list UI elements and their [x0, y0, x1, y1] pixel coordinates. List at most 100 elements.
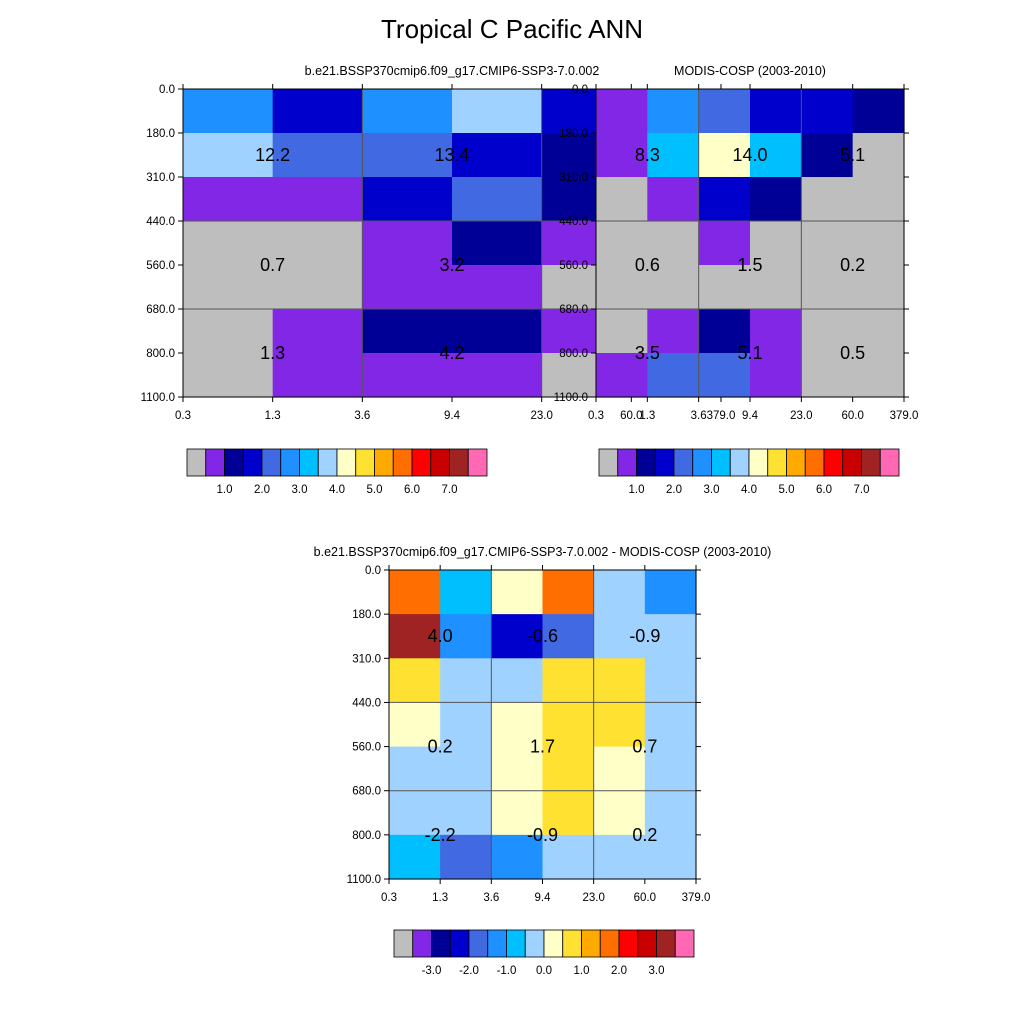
heatmap-cell [852, 89, 905, 134]
x-tick-label: 3.6 [483, 892, 499, 904]
colorbar-swatch [524, 929, 545, 958]
colorbar-label: 2.0 [611, 965, 627, 977]
colorbar-swatch [205, 448, 225, 477]
heatmap-cell [389, 702, 441, 748]
heatmap-cell [491, 746, 544, 792]
heatmap-cell [272, 353, 363, 398]
panel-title: b.e21.BSSP370cmip6.f09_g17.CMIP6-SSP3-7.… [305, 64, 600, 78]
x-tick-label: 60.0 [620, 410, 642, 422]
heatmap-cell [452, 133, 543, 178]
colorbar-swatch [711, 448, 731, 477]
heatmap-cell [542, 570, 595, 615]
heatmap-cell [596, 177, 648, 222]
group-value-label: 1.3 [260, 343, 285, 363]
colorbar-swatch [468, 929, 489, 958]
heatmap-cell [183, 221, 274, 266]
y-tick-label: 180.0 [146, 128, 175, 140]
y-tick-label: 0.0 [159, 84, 175, 96]
heatmap-cell [647, 133, 700, 178]
colorbar-swatch [861, 448, 881, 477]
heatmap-cell [593, 702, 646, 748]
heatmap-cell [491, 790, 544, 836]
group-value-label: 3.2 [439, 255, 464, 275]
colorbar-label: -1.0 [497, 965, 517, 977]
y-tick-label: 1100.0 [141, 392, 175, 404]
colorbar-swatch [879, 448, 900, 477]
colorbar-swatch [431, 929, 451, 958]
colorbar-label: 1.0 [574, 965, 590, 977]
heatmap-cell [644, 702, 697, 748]
heatmap-cell [801, 177, 854, 222]
colorbar-label: -3.0 [422, 965, 442, 977]
heatmap-cell [491, 658, 544, 704]
y-tick-label: 800.0 [146, 348, 175, 360]
heatmap-cell [647, 221, 700, 266]
heatmap-cell [750, 133, 802, 178]
colorbar-swatch [186, 448, 207, 477]
heatmap-cell [183, 133, 274, 178]
heatmap-cell [801, 89, 854, 134]
group-value-label: 3.5 [635, 343, 660, 363]
group-value-label: 0.2 [428, 737, 453, 757]
heatmap-cell [491, 614, 544, 659]
group-value-label: 13.4 [434, 145, 469, 165]
colorbar-swatch [355, 448, 375, 477]
colorbar-swatch [673, 448, 694, 477]
colorbar-label: 3.0 [292, 484, 308, 496]
colorbar-label: 6.0 [404, 484, 420, 496]
heatmap-cell [801, 133, 854, 178]
colorbar-label: 7.0 [442, 484, 458, 496]
heatmap-cell [750, 177, 802, 222]
heatmap-cell [750, 265, 802, 310]
colorbar-label: 5.0 [779, 484, 795, 496]
x-tick-label: 0.3 [588, 410, 604, 422]
heatmap-cell [440, 746, 492, 792]
x-tick-label: 0.3 [175, 410, 191, 422]
heatmap-cell [389, 658, 441, 704]
heatmap-cell [644, 658, 697, 704]
heatmap-cell [647, 265, 700, 310]
colorbar-label: 5.0 [367, 484, 383, 496]
colorbar-label: 1.0 [629, 484, 645, 496]
heatmap-cell [362, 221, 453, 266]
colorbar-label: 4.0 [329, 484, 345, 496]
group-value-label: 8.3 [635, 145, 660, 165]
heatmap-cell [644, 790, 697, 836]
x-tick-label: 379.0 [682, 892, 711, 904]
colorbar-swatch [842, 448, 862, 477]
heatmap-cell [698, 221, 751, 266]
heatmap-cell [272, 177, 363, 222]
y-tick-label: 680.0 [559, 304, 588, 316]
x-tick-label: 23.0 [790, 410, 812, 422]
heatmap-cell [362, 177, 453, 222]
y-tick-label: 310.0 [559, 172, 588, 184]
colorbar-label: 1.0 [217, 484, 233, 496]
heatmap-cell [452, 309, 543, 354]
colorbar-swatch [654, 448, 675, 477]
heatmap-cell [362, 353, 453, 398]
colorbar-swatch [637, 929, 657, 958]
y-tick-label: 440.0 [146, 216, 175, 228]
heatmap-cell [272, 89, 363, 134]
group-value-label: 4.0 [428, 626, 453, 646]
heatmap-cell [183, 265, 274, 310]
colorbar-swatch [581, 929, 601, 958]
colorbar-label: 2.0 [254, 484, 270, 496]
colorbar-swatch [467, 448, 488, 477]
heatmap-cell [183, 309, 274, 354]
heatmap-cell [389, 746, 441, 792]
main-title: Tropical C Pacific ANN [381, 14, 643, 44]
heatmap-cell [440, 834, 492, 880]
heatmap-cell [852, 353, 905, 398]
y-tick-label: 440.0 [352, 697, 381, 709]
group-value-label: 5.1 [737, 343, 762, 363]
heatmap-cell [183, 89, 274, 134]
heatmap-cell [750, 89, 802, 134]
colorbar-swatch [336, 448, 357, 477]
x-tick-label: 9.4 [742, 410, 759, 422]
heatmap-cell [542, 658, 595, 704]
y-tick-label: 560.0 [559, 260, 588, 272]
y-tick-label: 680.0 [146, 304, 175, 316]
y-tick-label: 310.0 [352, 653, 381, 665]
y-tick-label: 440.0 [559, 216, 588, 228]
